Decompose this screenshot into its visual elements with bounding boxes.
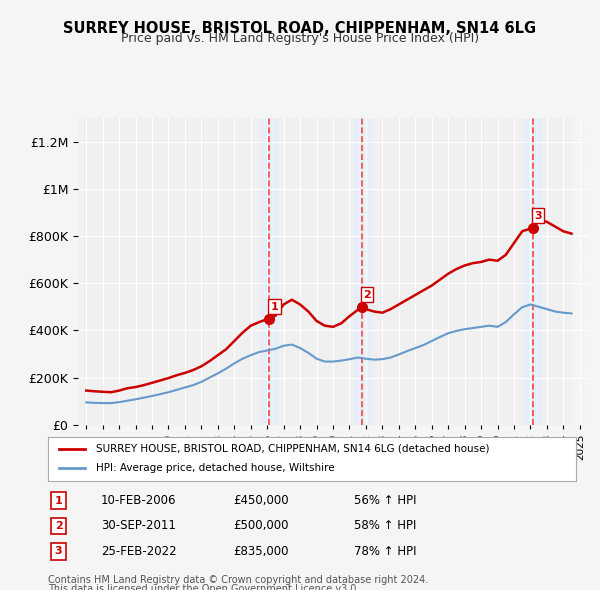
Text: Price paid vs. HM Land Registry's House Price Index (HPI): Price paid vs. HM Land Registry's House … bbox=[121, 32, 479, 45]
Text: 30-SEP-2011: 30-SEP-2011 bbox=[101, 519, 176, 533]
Text: £500,000: £500,000 bbox=[233, 519, 288, 533]
Bar bbox=[524, 118, 541, 425]
Text: 1: 1 bbox=[271, 301, 278, 312]
Text: 2: 2 bbox=[364, 290, 371, 300]
Text: 10-FEB-2006: 10-FEB-2006 bbox=[101, 494, 176, 507]
Text: 1: 1 bbox=[55, 496, 62, 506]
Text: SURREY HOUSE, BRISTOL ROAD, CHIPPENHAM, SN14 6LG: SURREY HOUSE, BRISTOL ROAD, CHIPPENHAM, … bbox=[64, 21, 536, 35]
Text: 58% ↑ HPI: 58% ↑ HPI bbox=[354, 519, 416, 533]
Text: SURREY HOUSE, BRISTOL ROAD, CHIPPENHAM, SN14 6LG (detached house): SURREY HOUSE, BRISTOL ROAD, CHIPPENHAM, … bbox=[95, 444, 489, 454]
Text: Contains HM Land Registry data © Crown copyright and database right 2024.: Contains HM Land Registry data © Crown c… bbox=[48, 575, 428, 585]
Bar bbox=[261, 118, 277, 425]
Text: 25-FEB-2022: 25-FEB-2022 bbox=[101, 545, 176, 558]
Bar bbox=[572, 118, 588, 425]
Text: 56% ↑ HPI: 56% ↑ HPI bbox=[354, 494, 417, 507]
Text: 3: 3 bbox=[55, 546, 62, 556]
Text: This data is licensed under the Open Government Licence v3.0.: This data is licensed under the Open Gov… bbox=[48, 584, 359, 590]
Text: £835,000: £835,000 bbox=[233, 545, 288, 558]
Text: 3: 3 bbox=[535, 211, 542, 221]
Bar bbox=[353, 118, 370, 425]
Text: £450,000: £450,000 bbox=[233, 494, 289, 507]
Text: HPI: Average price, detached house, Wiltshire: HPI: Average price, detached house, Wilt… bbox=[95, 464, 334, 473]
Text: 78% ↑ HPI: 78% ↑ HPI bbox=[354, 545, 417, 558]
Text: 2: 2 bbox=[55, 521, 62, 531]
